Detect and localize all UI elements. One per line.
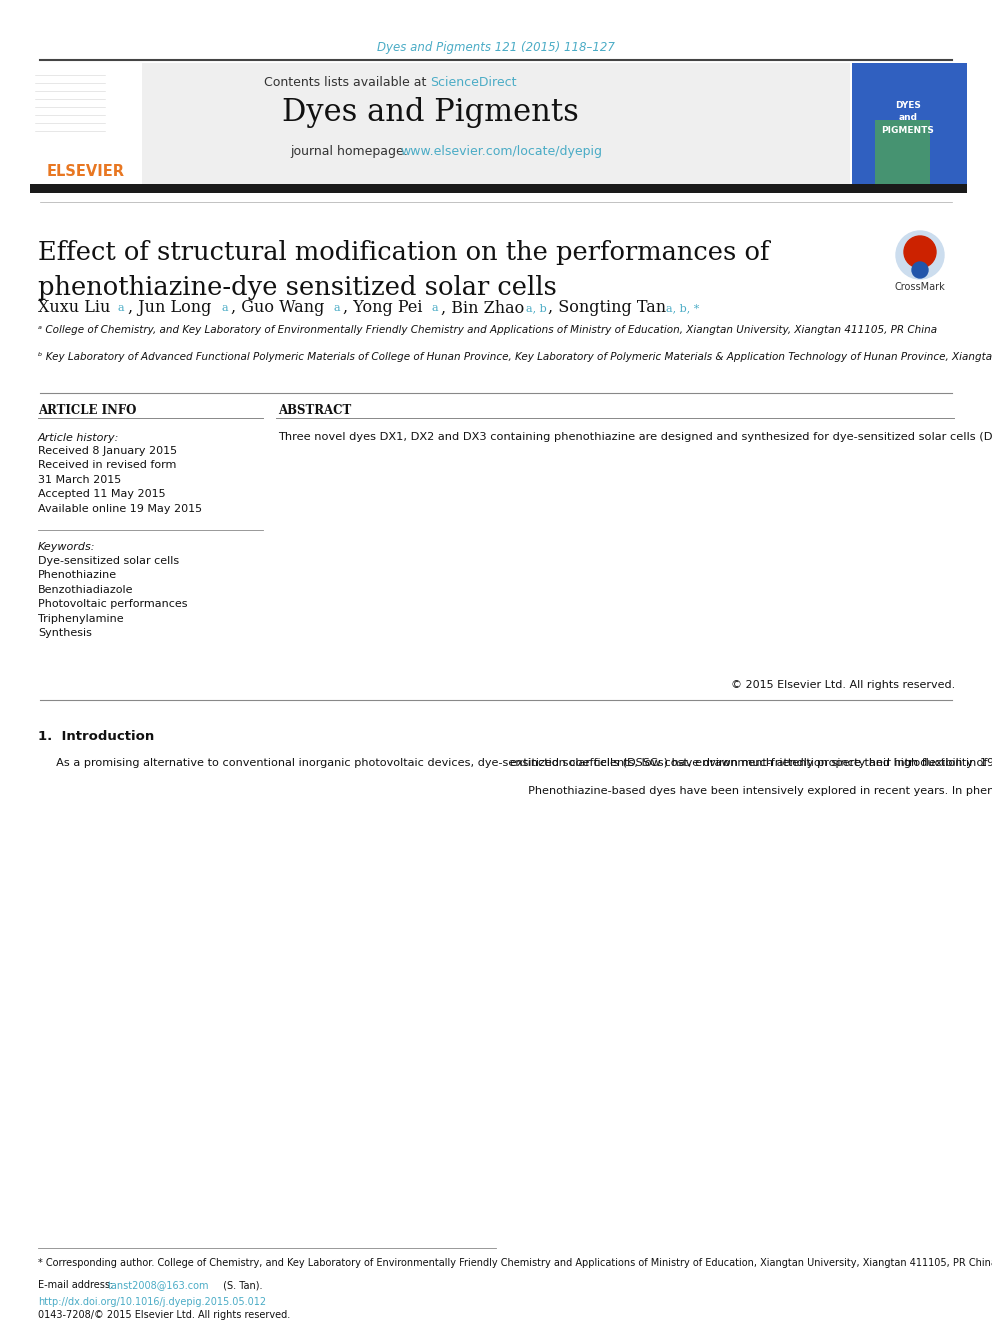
Text: a, b: a, b [526, 303, 547, 314]
Text: extinction coefficients, low cost, environment-friendly property and high flexib: extinction coefficients, low cost, envir… [510, 758, 992, 796]
Circle shape [904, 235, 936, 269]
Text: , Guo Wang: , Guo Wang [231, 299, 329, 316]
Text: http://dx.doi.org/10.1016/j.dyepig.2015.05.012: http://dx.doi.org/10.1016/j.dyepig.2015.… [38, 1297, 266, 1307]
Text: , Yong Pei: , Yong Pei [343, 299, 428, 316]
Bar [852, 64, 967, 185]
Text: journal homepage:: journal homepage: [290, 146, 412, 159]
Text: a: a [221, 303, 227, 314]
Text: Dyes and Pigments: Dyes and Pigments [282, 97, 578, 127]
Text: * Corresponding author. College of Chemistry, and Key Laboratory of Environmenta: * Corresponding author. College of Chemi… [38, 1258, 992, 1267]
Text: Xuxu Liu: Xuxu Liu [38, 299, 115, 316]
Circle shape [896, 232, 944, 279]
Text: phenothiazine-dye sensitized solar cells: phenothiazine-dye sensitized solar cells [38, 275, 557, 300]
Text: ABSTRACT: ABSTRACT [278, 404, 351, 417]
Text: , Bin Zhao: , Bin Zhao [441, 299, 530, 316]
Text: a: a [431, 303, 437, 314]
Text: a, b, *: a, b, * [666, 303, 699, 314]
Text: ᵇ Key Laboratory of Advanced Functional Polymeric Materials of College of Hunan : ᵇ Key Laboratory of Advanced Functional … [38, 352, 992, 363]
Text: Keywords:: Keywords: [38, 542, 95, 552]
Circle shape [912, 262, 928, 278]
Text: © 2015 Elsevier Ltd. All rights reserved.: © 2015 Elsevier Ltd. All rights reserved… [731, 680, 955, 691]
Text: 0143-7208/© 2015 Elsevier Ltd. All rights reserved.: 0143-7208/© 2015 Elsevier Ltd. All right… [38, 1310, 291, 1320]
Text: (S. Tan).: (S. Tan). [220, 1279, 263, 1290]
Text: ᵃ College of Chemistry, and Key Laboratory of Environmentally Friendly Chemistry: ᵃ College of Chemistry, and Key Laborato… [38, 325, 937, 335]
Text: CrossMark: CrossMark [895, 282, 945, 292]
Text: As a promising alternative to conventional inorganic photovoltaic devices, dye-s: As a promising alternative to convention… [38, 758, 992, 767]
Text: ARTICLE INFO: ARTICLE INFO [38, 404, 136, 417]
Text: Dyes and Pigments 121 (2015) 118–127: Dyes and Pigments 121 (2015) 118–127 [377, 41, 615, 54]
Text: , Songting Tan: , Songting Tan [548, 299, 672, 316]
Text: Contents lists available at: Contents lists available at [264, 75, 430, 89]
Text: tanst2008@163.com: tanst2008@163.com [108, 1279, 209, 1290]
Text: www.elsevier.com/locate/dyepig: www.elsevier.com/locate/dyepig [400, 146, 602, 159]
Text: Effect of structural modification on the performances of: Effect of structural modification on the… [38, 239, 770, 265]
Bar [30, 64, 850, 185]
Text: Dye-sensitized solar cells
Phenothiazine
Benzothiadiazole
Photovoltaic performan: Dye-sensitized solar cells Phenothiazine… [38, 556, 187, 638]
Text: a: a [333, 303, 339, 314]
Bar [30, 184, 967, 193]
Text: Article history:: Article history: [38, 433, 119, 443]
Text: ScienceDirect: ScienceDirect [430, 75, 517, 89]
Bar [30, 64, 142, 185]
Text: 1.  Introduction: 1. Introduction [38, 730, 154, 744]
Text: ELSEVIER: ELSEVIER [47, 164, 125, 180]
Text: a: a [118, 303, 125, 314]
Text: Received 8 January 2015
Received in revised form
31 March 2015
Accepted 11 May 2: Received 8 January 2015 Received in revi… [38, 446, 202, 513]
Text: E-mail address:: E-mail address: [38, 1279, 116, 1290]
Text: Three novel dyes DX1, DX2 and DX3 containing phenothiazine are designed and synt: Three novel dyes DX1, DX2 and DX3 contai… [278, 433, 992, 442]
Bar [875, 120, 930, 185]
Text: , Jun Long: , Jun Long [128, 299, 216, 316]
Text: DYES
and
PIGMENTS: DYES and PIGMENTS [882, 101, 934, 135]
